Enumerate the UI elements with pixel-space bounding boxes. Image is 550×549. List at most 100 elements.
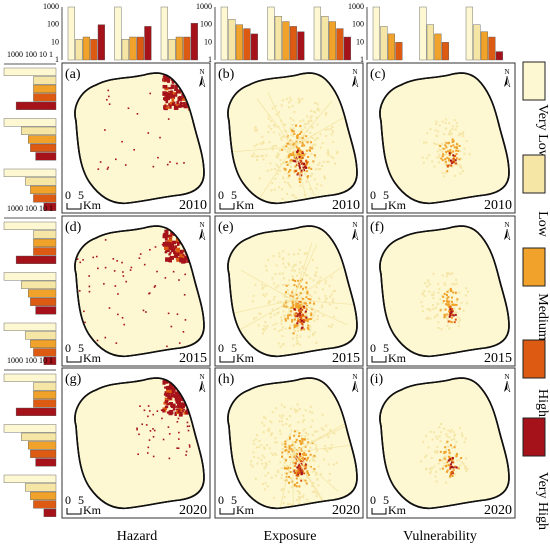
- risk-cell-low: [433, 142, 436, 145]
- risk-cell-medium: [305, 317, 308, 320]
- risk-cell-high: [453, 161, 456, 164]
- risk-cell-medium: [439, 450, 442, 453]
- risk-cell-low: [282, 502, 285, 505]
- risk-cell-low: [309, 187, 312, 190]
- risk-cell-low: [268, 460, 271, 463]
- north-arrow-icon: N: [504, 373, 511, 393]
- risk-cell-low: [304, 431, 307, 434]
- risk-cell-medium: [449, 287, 452, 290]
- hazard-cell: [169, 251, 172, 254]
- risk-cell-low: [428, 308, 431, 311]
- bar: [43, 202, 57, 211]
- risk-cell-medium: [288, 327, 291, 330]
- bar: [3, 424, 57, 433]
- risk-cell-medium: [287, 317, 290, 320]
- bar: [33, 247, 57, 256]
- north-arrow-left: [199, 76, 202, 87]
- risk-cell-medium: [313, 154, 316, 157]
- risk-cell-low: [330, 133, 333, 136]
- bar: [313, 6, 321, 61]
- risk-cell-low: [271, 107, 274, 110]
- risk-cell-low: [441, 120, 444, 123]
- risk-cell-low: [283, 496, 286, 499]
- risk-cell-low: [283, 314, 286, 317]
- risk-cell-high: [299, 471, 302, 474]
- hazard-cell: [179, 102, 182, 107]
- risk-cell-low: [319, 133, 322, 136]
- risk-cell-medium: [298, 485, 301, 488]
- risk-cell-medium: [291, 291, 294, 294]
- risk-cell-low: [258, 439, 261, 442]
- risk-cell-medium: [285, 284, 288, 287]
- risk-cell-low: [420, 301, 423, 304]
- bar: [328, 21, 336, 61]
- road-line: [292, 425, 348, 453]
- risk-cell-medium: [446, 297, 449, 300]
- risk-cell-low: [260, 444, 263, 447]
- bar: [43, 508, 57, 517]
- risk-cell-low: [330, 276, 333, 279]
- hazard-cell: [183, 411, 187, 415]
- risk-cell-low: [439, 440, 442, 443]
- risk-cell-low: [262, 293, 265, 296]
- risk-cell-medium: [454, 465, 457, 468]
- risk-cell-medium: [309, 453, 312, 456]
- hazard-cell: [178, 342, 181, 344]
- risk-cell-low: [332, 298, 335, 301]
- scale-bar: 0 5Km: [370, 188, 407, 212]
- risk-cell-low: [443, 427, 446, 430]
- risk-cell-low: [324, 113, 327, 116]
- risk-cell-low: [298, 498, 301, 501]
- hazard-cell: [178, 96, 183, 100]
- risk-cell-high: [301, 162, 304, 165]
- risk-cell-medium: [284, 318, 287, 321]
- risk-cell-low: [428, 283, 431, 286]
- risk-cell-low: [272, 254, 275, 257]
- road-line: [292, 244, 317, 301]
- risk-cell-low: [446, 273, 449, 276]
- risk-cell-low: [429, 430, 432, 433]
- risk-cell-low: [280, 467, 283, 470]
- hazard-cell: [104, 266, 107, 269]
- risk-cell-medium: [458, 307, 461, 310]
- risk-cell-low: [290, 133, 293, 136]
- risk-cell-medium: [297, 148, 300, 151]
- risk-cell-low: [263, 488, 266, 491]
- risk-cell-low: [314, 273, 317, 276]
- hazard-cell: [133, 148, 135, 151]
- risk-cell-low: [280, 188, 283, 191]
- risk-cell-medium: [299, 440, 302, 443]
- hazard-cell: [168, 433, 171, 435]
- risk-cell-low: [446, 435, 449, 438]
- risk-cell-medium: [290, 448, 293, 451]
- tick-label: 1000: [196, 2, 212, 11]
- hazard-cell: [162, 241, 166, 247]
- risk-cell-low: [433, 316, 436, 319]
- risk-cell-low: [455, 282, 458, 285]
- risk-cell-low: [453, 119, 456, 122]
- risk-cell-low: [429, 317, 432, 320]
- risk-cell-low: [287, 176, 290, 179]
- scale-zero: 0: [218, 341, 224, 355]
- scale-unit: Km: [388, 503, 407, 517]
- bar: [289, 26, 297, 61]
- risk-cell-low: [455, 440, 458, 443]
- risk-cell-medium: [293, 284, 296, 287]
- bar: [33, 238, 57, 247]
- scale-bar: 0 5Km: [65, 341, 102, 365]
- panel-year: 2020: [179, 503, 207, 518]
- risk-cell-low: [275, 163, 278, 166]
- hazard-cell: [171, 79, 175, 84]
- risk-cell-medium: [300, 328, 303, 331]
- risk-cell-low: [330, 293, 333, 296]
- risk-cell-high: [454, 318, 457, 321]
- risk-cell-low: [434, 306, 437, 309]
- risk-cell-low: [437, 326, 440, 329]
- risk-cell-low: [293, 449, 296, 452]
- risk-cell-low: [332, 290, 335, 293]
- risk-cell-low: [427, 316, 430, 319]
- risk-cell-low: [301, 496, 304, 499]
- north-label: N: [504, 373, 509, 381]
- scale-unit: Km: [236, 198, 255, 212]
- risk-cell-low: [327, 436, 330, 439]
